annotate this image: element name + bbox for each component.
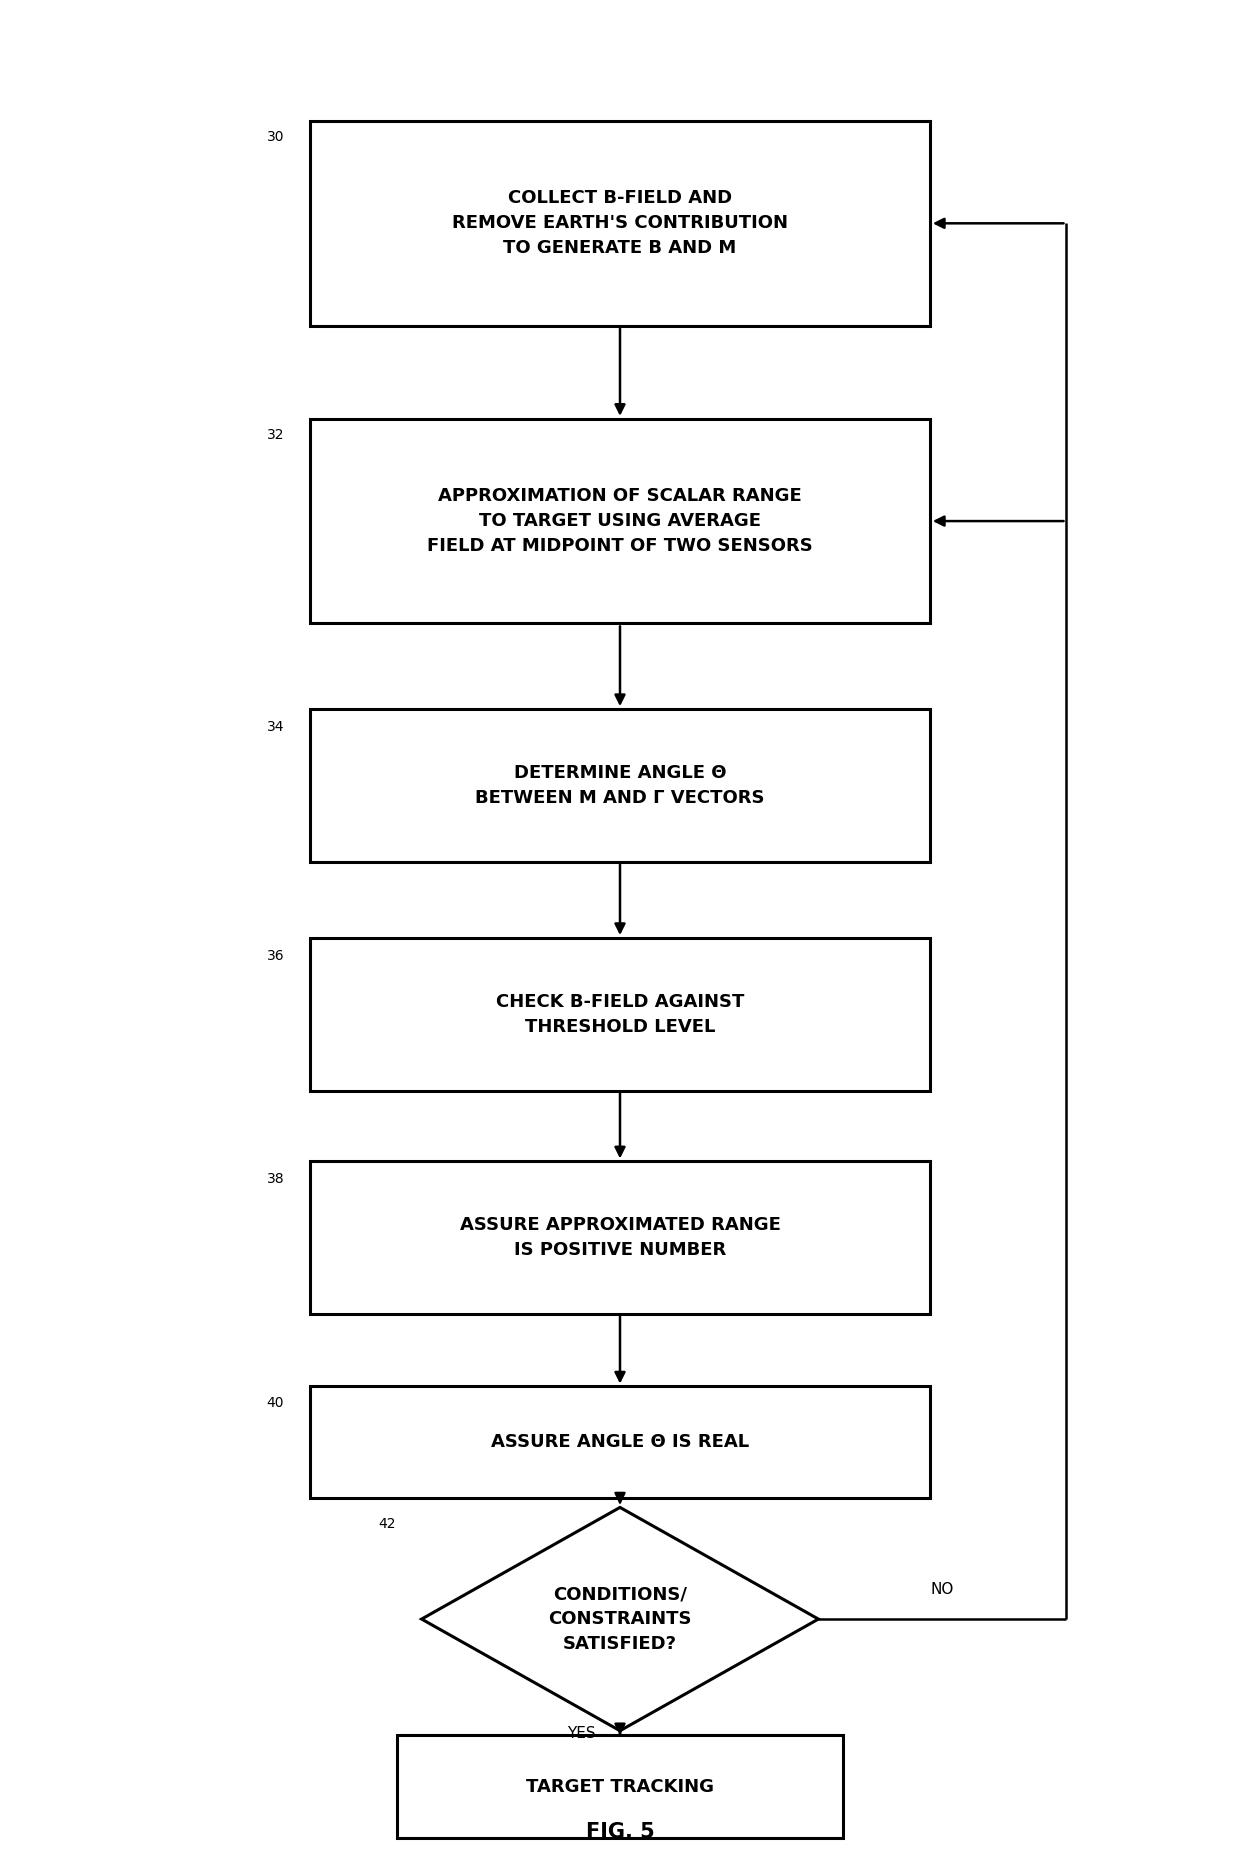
Text: 40: 40 xyxy=(267,1396,284,1411)
Text: CHECK B-FIELD AGAINST
THRESHOLD LEVEL: CHECK B-FIELD AGAINST THRESHOLD LEVEL xyxy=(496,992,744,1037)
Text: CONDITIONS/
CONSTRAINTS
SATISFIED?: CONDITIONS/ CONSTRAINTS SATISFIED? xyxy=(548,1586,692,1653)
Text: 42: 42 xyxy=(378,1517,396,1532)
Text: 30: 30 xyxy=(267,130,284,145)
Polygon shape xyxy=(422,1507,818,1731)
Text: 36: 36 xyxy=(267,949,284,964)
Bar xyxy=(397,1734,843,1839)
Text: COLLECT B-FIELD AND
REMOVE EARTH'S CONTRIBUTION
TO GENERATE B AND M: COLLECT B-FIELD AND REMOVE EARTH'S CONTR… xyxy=(453,190,787,257)
Text: APPROXIMATION OF SCALAR RANGE
TO TARGET USING AVERAGE
FIELD AT MIDPOINT OF TWO S: APPROXIMATION OF SCALAR RANGE TO TARGET … xyxy=(427,488,813,555)
Text: ASSURE APPROXIMATED RANGE
IS POSITIVE NUMBER: ASSURE APPROXIMATED RANGE IS POSITIVE NU… xyxy=(460,1215,780,1260)
Bar xyxy=(310,1386,930,1498)
Text: FIG. 5: FIG. 5 xyxy=(585,1822,655,1842)
Text: 38: 38 xyxy=(267,1172,284,1187)
Text: NO: NO xyxy=(931,1582,954,1597)
Text: TARGET TRACKING: TARGET TRACKING xyxy=(526,1777,714,1796)
Bar xyxy=(310,938,930,1091)
Text: DETERMINE ANGLE Θ
BETWEEN M AND Γ VECTORS: DETERMINE ANGLE Θ BETWEEN M AND Γ VECTOR… xyxy=(475,763,765,808)
Bar xyxy=(310,709,930,862)
Bar xyxy=(310,419,930,623)
Text: 34: 34 xyxy=(267,720,284,735)
Text: 32: 32 xyxy=(267,428,284,443)
Bar xyxy=(310,1161,930,1314)
Text: ASSURE ANGLE Θ IS REAL: ASSURE ANGLE Θ IS REAL xyxy=(491,1433,749,1452)
Text: YES: YES xyxy=(567,1725,595,1740)
Bar xyxy=(310,121,930,326)
